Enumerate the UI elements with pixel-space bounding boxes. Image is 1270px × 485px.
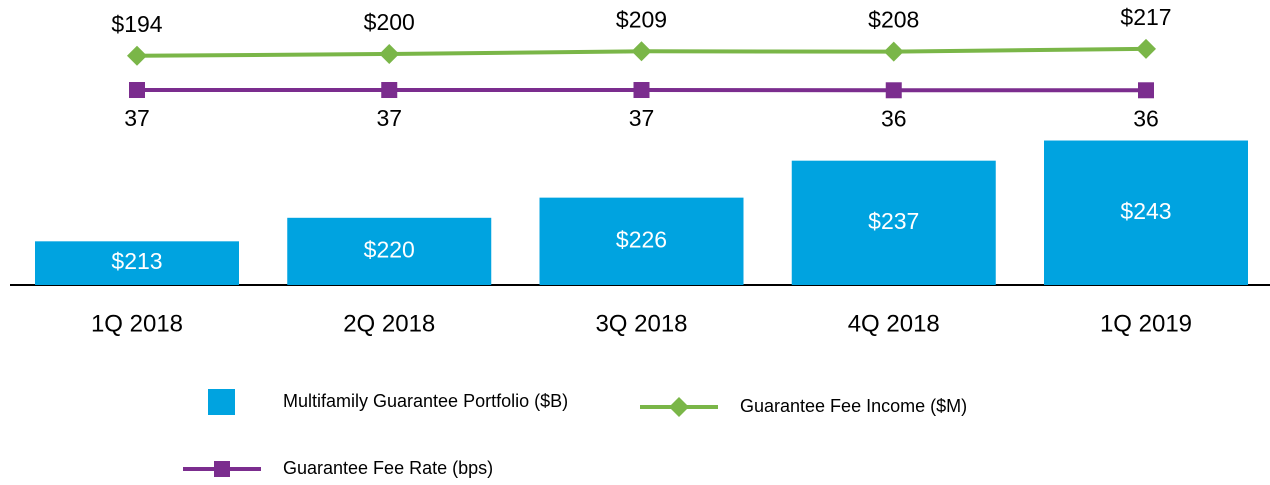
legend-label: Multifamily Guarantee Portfolio ($B) [283,391,568,411]
line-marker [631,41,652,62]
line-marker [633,82,650,99]
bar [287,217,492,285]
line-marker [379,44,400,64]
point-label: $217 [1120,4,1171,30]
point-label: $194 [111,11,162,37]
bar-label: $243 [1120,198,1171,224]
point-label: 37 [376,105,402,131]
legend-label: Guarantee Fee Income ($M) [740,396,967,416]
line-marker [883,41,904,62]
x-tick-label: 1Q 2019 [1100,310,1192,337]
bar-label: $213 [111,248,162,274]
x-tick-label: 4Q 2018 [848,310,940,337]
line-marker [1136,38,1156,59]
legend-label: Guarantee Fee Rate (bps) [283,458,493,478]
bar-label: $226 [616,226,667,252]
legend-marker [669,397,689,417]
point-label: 37 [629,105,655,131]
line-marker [129,82,145,99]
point-label: 37 [124,105,150,131]
point-label: $208 [868,7,919,33]
legend-marker [214,461,230,477]
bar [791,160,996,285]
bar [539,197,744,285]
line-marker [1138,82,1154,99]
x-tick-label: 1Q 2018 [91,310,183,337]
bar [35,241,239,285]
bar-label: $220 [364,236,415,262]
line-marker [381,82,398,99]
x-tick-label: 3Q 2018 [595,310,687,337]
bar-label: $237 [868,208,919,234]
line-marker [885,82,902,99]
bar [1044,140,1248,285]
point-label: 36 [1133,105,1159,131]
point-label: $200 [364,9,415,35]
legend-swatch [208,389,235,415]
line-marker [127,45,147,66]
point-label: $209 [616,6,667,32]
point-label: 36 [881,105,907,131]
x-tick-label: 2Q 2018 [343,310,435,337]
